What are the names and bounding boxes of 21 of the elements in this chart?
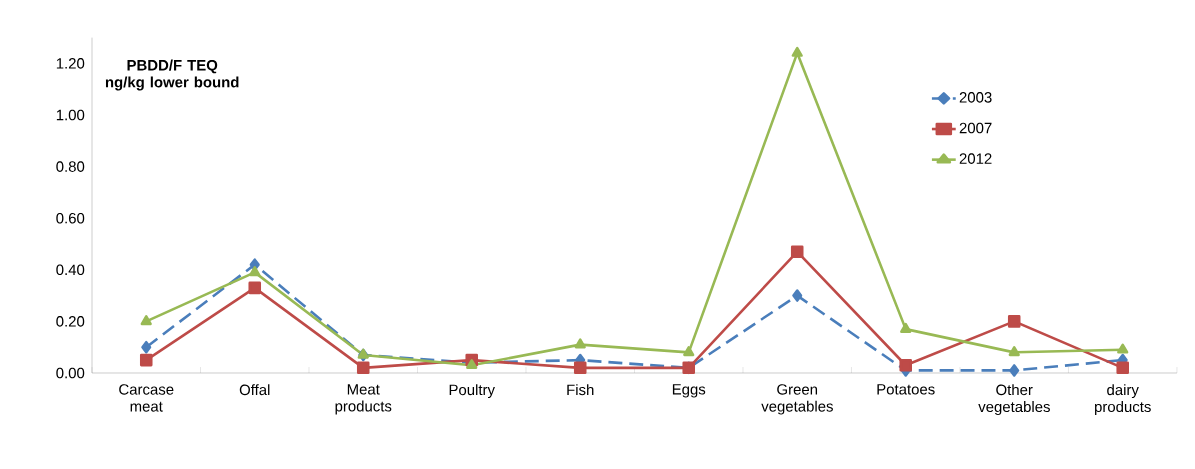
legend-label: 2003	[959, 92, 992, 103]
y-axis-title: PBDD/F TEQ ng/kg lower bound	[105, 59, 239, 91]
x-tick-label: Carcase meat	[119, 384, 174, 412]
legend-label: 2012	[959, 153, 992, 164]
x-tick-label: dairy products	[1095, 384, 1151, 416]
y-tick-label: 1.20	[56, 58, 85, 69]
legend-label: 2007	[959, 122, 992, 134]
y-tick-label: 1.00	[56, 109, 85, 121]
x-tick-label: Meat products	[335, 384, 392, 415]
x-tick-label: Fish	[567, 384, 594, 396]
x-tick-label: Green vegetables	[761, 384, 833, 415]
y-tick-label: 0.60	[56, 212, 85, 224]
x-tick-label: Poultry	[449, 384, 495, 399]
y-tick-label: 0.40	[56, 264, 85, 276]
x-tick-label: Potatoes	[877, 384, 935, 395]
y-tick-label: 0.80	[56, 161, 85, 172]
x-tick-label: Eggs	[672, 384, 706, 398]
y-tick-label: 0.20	[56, 316, 85, 327]
x-tick-label: Other vegetables	[978, 384, 1050, 416]
x-tick-label: Offal	[239, 384, 270, 396]
y-tick-label: 0.00	[56, 367, 85, 379]
